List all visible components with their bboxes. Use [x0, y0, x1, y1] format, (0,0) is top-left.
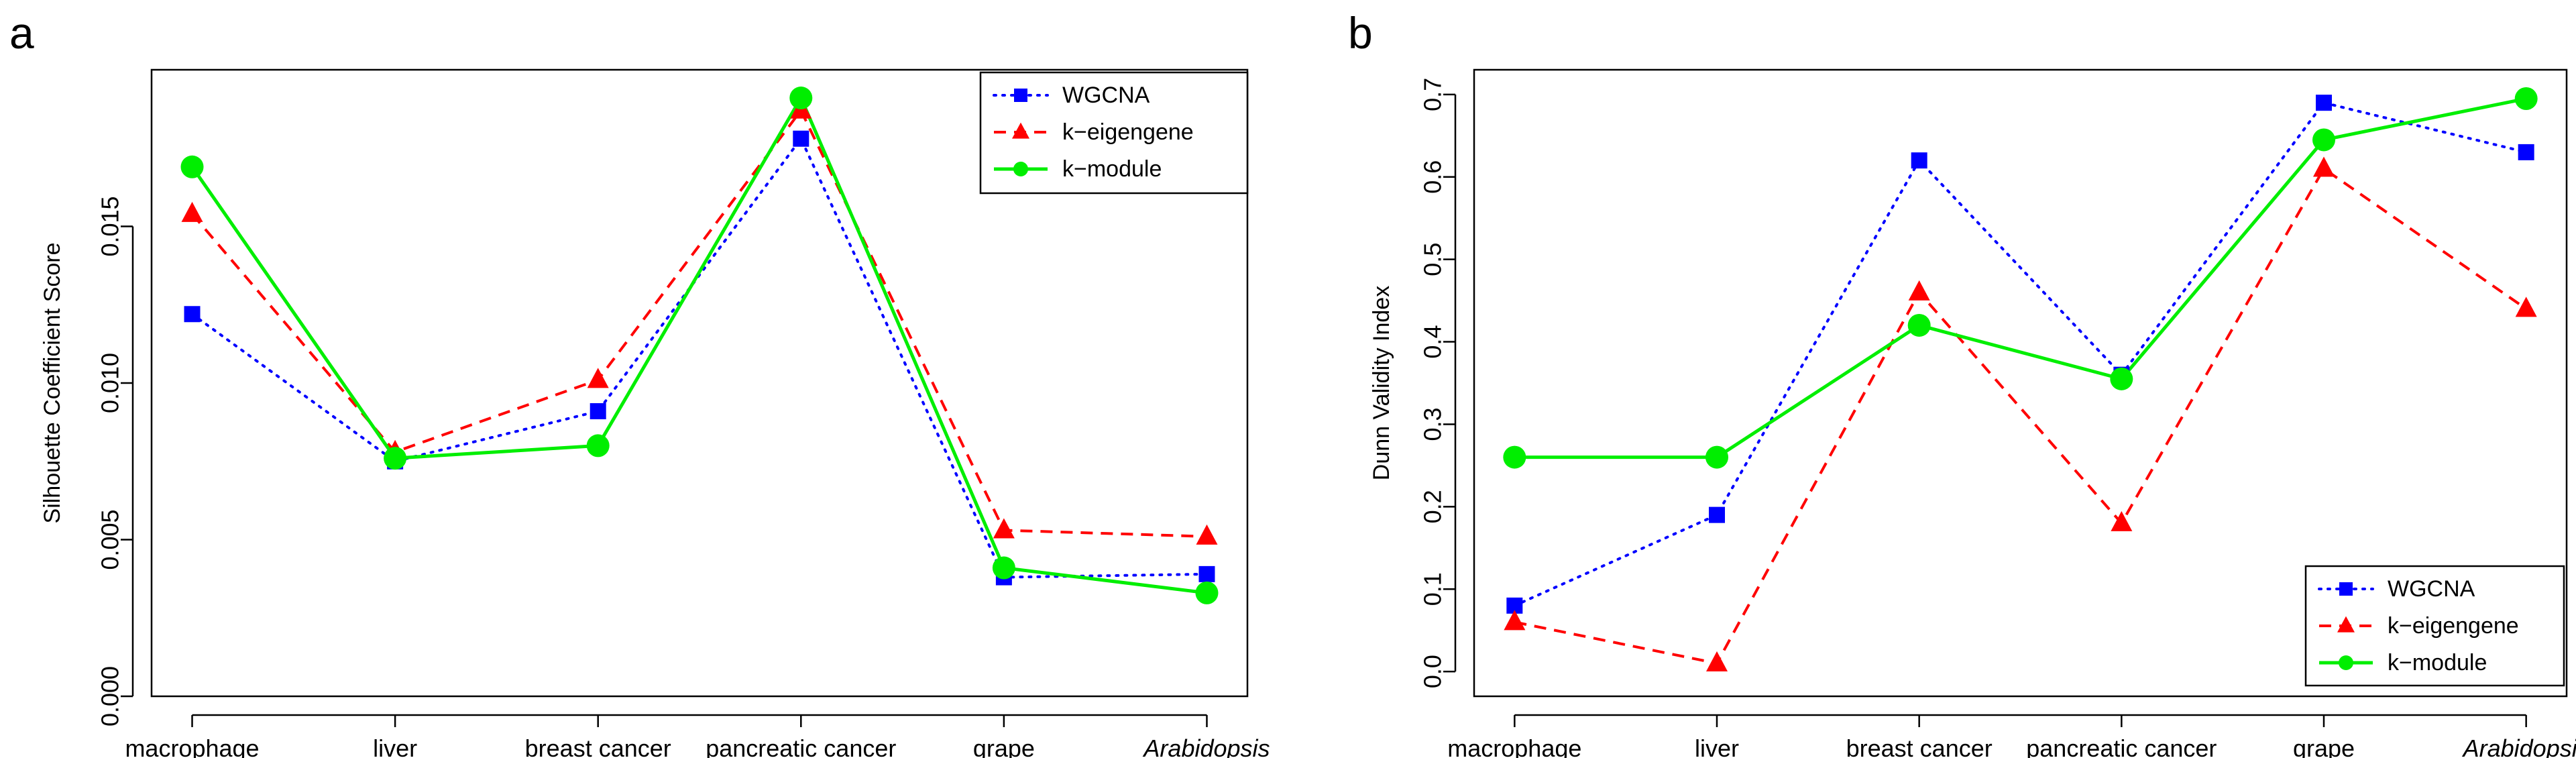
data-point-k-module — [2312, 128, 2335, 152]
y-tick-label: 0.7 — [1419, 78, 1447, 111]
legend-label-k-eigengene: k−eigengene — [1062, 119, 1194, 145]
data-point-k-eigengene — [1504, 610, 1526, 631]
legend-label-wgcna: WGCNA — [1062, 83, 1150, 108]
y-tick-label: 0.3 — [1419, 407, 1447, 441]
data-point-k-module — [1907, 313, 1931, 337]
y-tick-label: 0.0 — [1419, 655, 1447, 688]
legend-marker-k-eigengene — [2337, 616, 2355, 633]
y-tick-label: 0.015 — [97, 196, 124, 256]
data-point-k-eigengene — [1196, 524, 1218, 545]
data-point-wgcna — [2518, 144, 2534, 160]
y-axis-title: Silhouette Coefficient Score — [40, 243, 65, 524]
data-point-k-eigengene — [993, 518, 1015, 539]
legend-label-k-eigengene: k−eigengene — [2388, 613, 2519, 639]
series-line-wgcna — [1513, 101, 2528, 607]
x-tick-label-macrophage: macrophage — [1447, 735, 1581, 758]
data-point-k-module — [789, 87, 813, 110]
series-line-wgcna — [190, 137, 1209, 579]
x-tick-label-pancreatic-cancer: pancreatic cancer — [2026, 735, 2217, 758]
legend-marker-wgcna — [2339, 582, 2353, 596]
y-axis-title: Dunn Validity Index — [1369, 286, 1394, 480]
data-point-k-module — [586, 434, 610, 457]
legend-label-wgcna: WGCNA — [2388, 576, 2475, 602]
data-point-wgcna — [2316, 95, 2332, 111]
y-tick-label: 0.4 — [1419, 325, 1447, 359]
y-tick-label: 0.005 — [97, 509, 124, 570]
x-tick-label-grape: grape — [973, 735, 1035, 758]
data-point-wgcna — [184, 306, 201, 323]
panel-a: a 0.000 0.005 0.010 0.015 Silhouette Coeffici… — [9, 8, 1270, 758]
data-point-k-module — [1195, 581, 1219, 604]
series-line-k-module — [190, 96, 1207, 595]
y-tick-label: 0.5 — [1419, 243, 1447, 276]
data-point-k-eigengene — [587, 368, 609, 388]
panel-b: b 0.0 0.1 0.2 0.3 0.4 0.5 0.6 0.7 Dunn Validity I… — [1348, 8, 2576, 758]
legend-marker-k-module — [1013, 162, 1028, 176]
x-tick-label-arabidopsis: Arabidopsis — [1142, 735, 1270, 758]
series-line-k-module — [1514, 97, 2527, 459]
legend-marker-k-module — [2339, 655, 2353, 670]
plot-frame — [150, 68, 1249, 698]
data-point-k-module — [384, 447, 407, 470]
data-point-k-eigengene — [1706, 651, 1728, 671]
data-point-k-module — [1503, 445, 1526, 469]
y-tick-label: 0.2 — [1419, 490, 1447, 523]
x-tick-label-liver: liver — [1695, 735, 1739, 758]
panel-letter: a — [9, 8, 34, 58]
data-point-k-eigengene — [2313, 156, 2335, 177]
data-point-wgcna — [1911, 152, 1927, 169]
data-point-k-eigengene — [2111, 510, 2133, 531]
y-tick-label: 0.010 — [97, 353, 124, 413]
x-tick-label-arabidopsis: Arabidopsis — [2462, 735, 2576, 758]
data-point-wgcna — [590, 403, 606, 420]
data-point-wgcna — [1198, 565, 1215, 582]
legend-marker-k-eigengene — [1012, 122, 1029, 139]
data-point-k-module — [2110, 367, 2133, 390]
x-tick-label-macrophage: macrophage — [125, 735, 259, 758]
data-point-k-module — [992, 556, 1015, 580]
plot-frame — [1473, 68, 2568, 698]
panel-letter: b — [1348, 8, 1373, 58]
data-point-k-eigengene — [1908, 280, 1930, 301]
x-tick-label-breast-cancer: breast cancer — [1846, 735, 1993, 758]
data-point-k-module — [2514, 87, 2538, 111]
data-point-k-module — [180, 155, 204, 178]
legend-marker-wgcna — [1014, 89, 1027, 102]
data-point-wgcna — [793, 130, 809, 147]
series-line-k-eigengene — [1514, 167, 2527, 665]
y-tick-label: 0.1 — [1419, 572, 1447, 606]
x-tick-label-breast-cancer: breast cancer — [525, 735, 671, 758]
data-point-k-eigengene — [181, 201, 203, 222]
x-tick-label-pancreatic-cancer: pancreatic cancer — [706, 735, 896, 758]
legend-label-k-module: k−module — [2388, 650, 2487, 675]
data-point-k-eigengene — [2515, 296, 2537, 317]
data-point-k-module — [1705, 445, 1728, 469]
x-tick-label-liver: liver — [373, 735, 417, 758]
y-tick-label: 0.6 — [1419, 160, 1447, 194]
x-tick-label-grape: grape — [2293, 735, 2355, 758]
legend-label-k-module: k−module — [1062, 156, 1162, 182]
data-point-wgcna — [1709, 506, 1725, 523]
y-tick-label: 0.000 — [97, 666, 124, 726]
